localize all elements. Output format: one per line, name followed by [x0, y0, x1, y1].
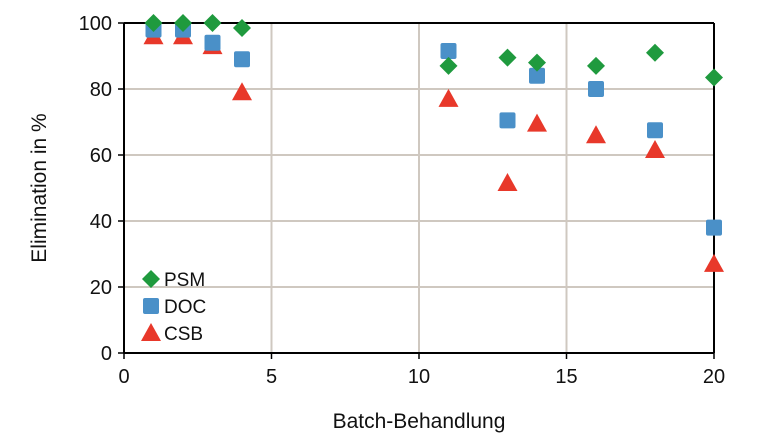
- data-point-doc: [588, 81, 604, 97]
- tick-labels: 0 5 10 15 20 0 20 40 60 80 100: [79, 13, 726, 388]
- data-point-csb: [704, 253, 724, 272]
- data-point-psm: [705, 68, 723, 87]
- data-point-doc: [204, 34, 221, 51]
- data-point-csb: [586, 125, 606, 144]
- x-tick-label: 15: [555, 366, 577, 388]
- data-point-doc: [647, 122, 663, 139]
- legend-label-csb: CSB: [164, 324, 203, 345]
- legend-label-doc: DOC: [164, 297, 206, 318]
- legend-marker-psm: [142, 270, 160, 288]
- data-point-csb: [438, 88, 459, 107]
- y-tick-label: 60: [90, 145, 112, 167]
- x-tick-label: 5: [266, 366, 277, 388]
- y-tick-label: 40: [90, 211, 112, 233]
- data-point-psm: [144, 14, 163, 32]
- legend: PSM DOC CSB: [141, 270, 206, 345]
- data-point-psm: [439, 56, 458, 75]
- legend-marker-doc: [143, 298, 159, 314]
- y-tick-label: 100: [79, 13, 112, 35]
- legend-marker-csb: [141, 323, 161, 341]
- y-tick-label: 20: [90, 277, 112, 299]
- data-point-psm: [587, 56, 605, 75]
- data-point-psm: [528, 53, 546, 72]
- data-point-doc: [706, 219, 722, 236]
- data-point-csb: [497, 173, 518, 192]
- data-point-psm: [233, 18, 251, 37]
- data-point-csb: [645, 140, 665, 159]
- x-tick-label: 20: [703, 366, 725, 388]
- x-axis-label: Batch-Behandlung: [333, 410, 506, 433]
- data-point-doc: [499, 112, 516, 129]
- grid: [124, 23, 714, 353]
- data-points: [143, 14, 724, 272]
- data-point-doc: [234, 51, 250, 68]
- data-point-psm: [174, 14, 192, 32]
- data-point-psm: [646, 43, 664, 62]
- data-point-csb: [527, 113, 547, 132]
- data-point-doc: [529, 67, 545, 84]
- data-point-psm: [498, 48, 517, 67]
- legend-label-psm: PSM: [164, 270, 205, 291]
- data-point-csb: [232, 82, 252, 101]
- x-tick-label: 10: [408, 366, 430, 388]
- axes: [118, 22, 715, 359]
- data-point-psm: [203, 14, 222, 32]
- x-tick-label: 0: [118, 366, 129, 388]
- y-axis-label: Elimination in %: [28, 113, 51, 262]
- y-tick-label: 0: [101, 343, 112, 365]
- data-point-doc: [440, 43, 457, 60]
- y-tick-label: 80: [90, 79, 112, 101]
